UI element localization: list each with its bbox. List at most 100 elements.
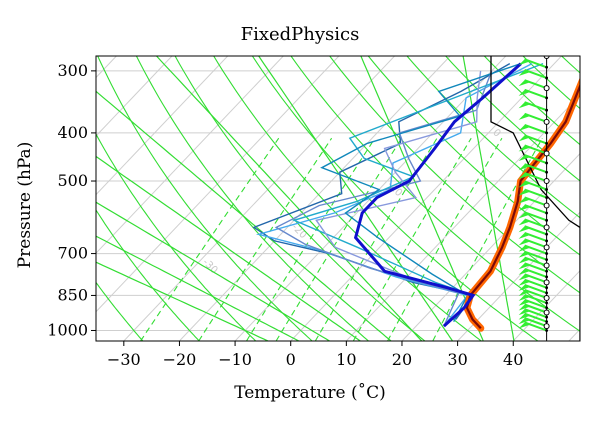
mixing-ratio-lines bbox=[140, 137, 543, 341]
wind-barbs bbox=[518, 56, 550, 341]
barb-dot bbox=[545, 142, 549, 145]
dry-adiabat-line bbox=[213, 56, 482, 341]
barb-marker bbox=[543, 323, 550, 330]
wind-barb-flag bbox=[518, 299, 531, 306]
wind-barb-flag bbox=[518, 80, 531, 87]
barb-marker bbox=[543, 279, 550, 286]
profile-lines bbox=[353, 62, 580, 332]
x-tick-label: 30 bbox=[447, 350, 467, 369]
mixing-ratio-line bbox=[140, 137, 280, 341]
wind-barb-flag bbox=[518, 173, 531, 180]
dry-adiabat-line bbox=[96, 133, 257, 341]
wind-barb-flag bbox=[518, 205, 531, 212]
barb-dot bbox=[545, 131, 549, 135]
isotherm-line bbox=[96, 56, 340, 313]
x-axis-label: Temperature (˚C) bbox=[234, 383, 386, 403]
mixing-ratio-line bbox=[314, 137, 438, 341]
dewpoint-member-line bbox=[292, 62, 544, 309]
wind-barb-flag bbox=[518, 257, 531, 264]
wind-barb-flag bbox=[518, 135, 531, 142]
moist-adiabat-line bbox=[96, 261, 269, 341]
barb-dot bbox=[545, 306, 549, 310]
wind-barb bbox=[543, 56, 547, 57]
wind-barb-flag bbox=[518, 268, 531, 275]
wind-barb-flag bbox=[518, 102, 531, 109]
y-tick-label: 1000 bbox=[47, 320, 88, 339]
barb-marker bbox=[543, 294, 550, 301]
dewpoint-member-line bbox=[255, 62, 533, 327]
barb-dot bbox=[545, 76, 549, 80]
mixing-ratio-line bbox=[432, 137, 543, 341]
barb-marker bbox=[543, 85, 550, 92]
moist-adiabat-line bbox=[462, 56, 515, 341]
plot-frame bbox=[95, 55, 581, 342]
isotherm-line bbox=[123, 56, 395, 341]
isotherm-line bbox=[401, 152, 580, 341]
dry-adiabat-line bbox=[483, 56, 580, 146]
isotherm-line bbox=[96, 56, 284, 254]
x-tick-label: 10 bbox=[336, 350, 356, 369]
barb-dot bbox=[545, 258, 549, 262]
wind-barb-flag bbox=[518, 245, 531, 252]
barb-dot bbox=[545, 320, 549, 324]
isotherm-line bbox=[96, 56, 173, 137]
barb-dot bbox=[545, 329, 549, 332]
x-axis-ticks: −30 −20 −10 0 10 20 30 40 bbox=[107, 341, 523, 369]
plot-area: 100-10-20-30010 bbox=[0, 56, 580, 341]
mixing-ratio-line bbox=[246, 137, 376, 341]
barb-dot bbox=[545, 315, 549, 319]
barb-dot bbox=[545, 239, 549, 243]
mixing-ratio-line bbox=[387, 137, 503, 341]
wind-barb-flag bbox=[518, 145, 531, 152]
isotherm-line bbox=[457, 211, 580, 341]
x-tick-label: −10 bbox=[218, 350, 252, 369]
moist-adiabat-line bbox=[96, 235, 300, 341]
x-tick-label: −20 bbox=[163, 350, 197, 369]
dry-adiabat-line bbox=[561, 56, 580, 74]
barb-dot bbox=[545, 170, 549, 174]
x-tick-label: 20 bbox=[392, 350, 412, 369]
wind-barb-flag bbox=[518, 212, 531, 219]
wind-barb-flag bbox=[518, 155, 531, 162]
dry-adiabat-line bbox=[96, 209, 200, 341]
dry-adiabat-line bbox=[329, 56, 580, 294]
dry-adiabat-line bbox=[251, 56, 539, 341]
dry-adiabat-line bbox=[97, 56, 313, 341]
barb-dot bbox=[545, 252, 549, 255]
dry-adiabat-line bbox=[406, 56, 580, 219]
wind-barb-flag bbox=[518, 181, 531, 188]
barb-marker bbox=[543, 178, 550, 185]
isotherm-line bbox=[345, 94, 580, 341]
wind-barb-flag bbox=[518, 164, 531, 171]
y-axis-ticks: 300 400 500 700 850 1000 bbox=[47, 61, 96, 339]
wind-barb-flag bbox=[518, 197, 531, 204]
barb-dot bbox=[545, 286, 549, 290]
wind-barb-flag bbox=[518, 313, 531, 320]
x-tick-label: 40 bbox=[503, 350, 523, 369]
barb-dot bbox=[545, 275, 549, 279]
dry-adiabat-line bbox=[135, 56, 369, 341]
moist-adiabat-line bbox=[96, 90, 392, 341]
barb-marker bbox=[543, 224, 550, 231]
barb-marker bbox=[543, 202, 550, 209]
wind-barb-flag bbox=[518, 304, 531, 311]
isotherm-line bbox=[96, 56, 229, 196]
wind-barb-flag bbox=[518, 59, 531, 66]
barb-marker bbox=[543, 150, 550, 157]
wind-barb-flag bbox=[518, 69, 531, 76]
tropopause-line bbox=[490, 56, 580, 341]
chart-title: FixedPhysics bbox=[241, 24, 360, 45]
x-tick-label: 0 bbox=[286, 350, 296, 369]
wind-barb-flag bbox=[518, 113, 531, 120]
mixing-ratio-line bbox=[352, 137, 472, 341]
isotherm-line bbox=[512, 269, 580, 341]
wind-barb-flag bbox=[518, 322, 531, 329]
wind-barb-flag bbox=[518, 294, 531, 301]
wind-barb-flag bbox=[518, 232, 531, 239]
isotherm-line bbox=[0, 56, 5, 341]
wind-barb-flag bbox=[518, 189, 531, 196]
mixing-ratio-line bbox=[275, 137, 403, 341]
y-tick-label: 700 bbox=[57, 244, 88, 263]
wind-barb-flag bbox=[518, 318, 531, 325]
wind-barb-flag bbox=[518, 239, 531, 246]
